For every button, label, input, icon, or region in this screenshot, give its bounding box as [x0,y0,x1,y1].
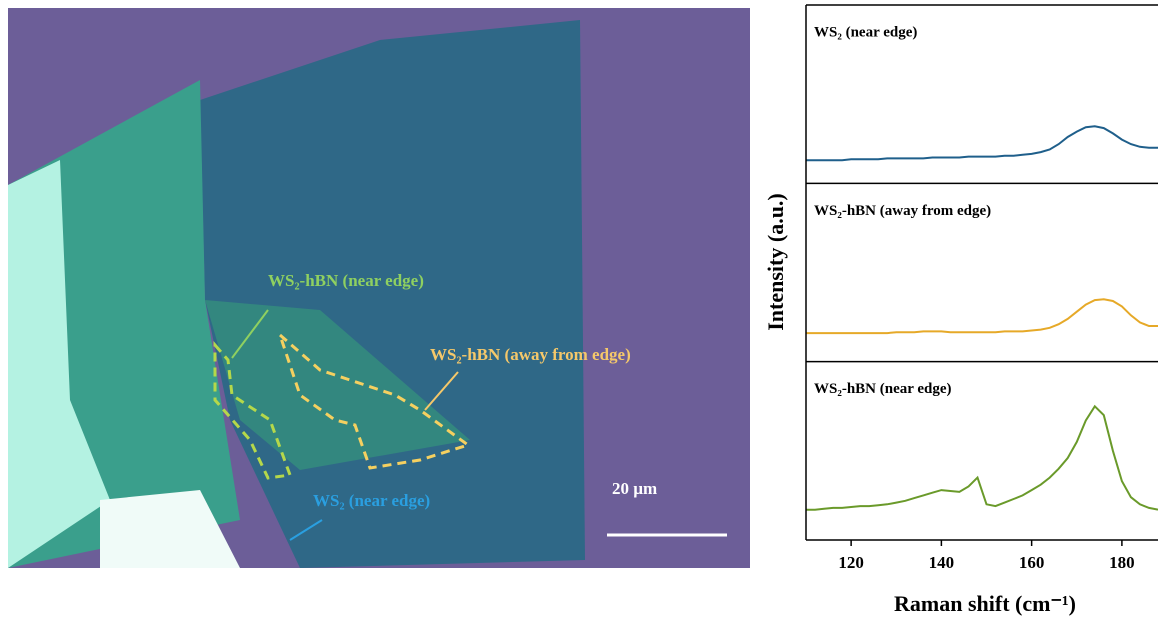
x-tick-label: 120 [838,553,864,572]
x-tick-label: 160 [1019,553,1045,572]
panel-title: WS₂-hBN (away from edge) [814,203,991,219]
y-axis-label: Intensity (a.u.) [763,193,788,331]
bright-region [100,490,240,568]
outline-away-edge [276,330,472,470]
spectra: WS₂ (near edge) WS₂-hBN (away from edge) W… [763,4,1158,616]
spectrum-line [806,404,1158,511]
image-label: WS₂ (near edge) [313,491,430,510]
image-label: WS₂-hBN (away from edge) [430,345,631,364]
thick-flake [8,160,110,568]
x-tick-label: 140 [929,553,955,572]
pointer [289,519,323,541]
x-axis-label: Raman shift (cm⁻¹) [894,591,1076,616]
panel-title: WS₂ (near edge) [814,24,917,40]
panel-title: WS₂-hBN (near edge) [814,381,952,397]
spectrum-line [806,298,1158,335]
spectrum-line [806,125,1158,162]
x-tick-label: 180 [1109,553,1135,572]
pointer [231,309,269,359]
micrograph: WS₂-hBN (near edge) WS₂-hBN (away from e… [8,8,750,568]
pointer [424,371,459,411]
scale-bar-label: 20 µm [612,479,657,498]
image-label: WS₂-hBN (near edge) [268,271,424,290]
outline-near-edge [213,340,293,480]
